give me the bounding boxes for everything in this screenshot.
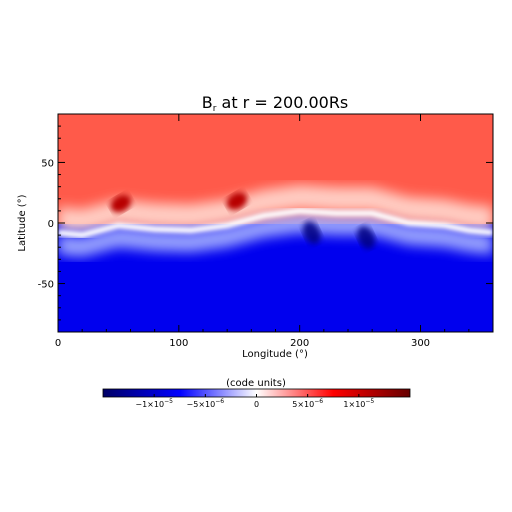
chart-title: Br at r = 200.00Rs (202, 93, 349, 114)
y-axis-label: Latitude (°) (17, 194, 28, 251)
y-axis-ticks: -50 0 50 (38, 125, 493, 321)
north-maximum-patch (110, 194, 132, 213)
plot-area (58, 114, 493, 332)
colorbar-tick-label: −5×10−6 (187, 398, 225, 409)
y-tick-label: -50 (38, 280, 54, 291)
x-tick-label: 200 (290, 338, 309, 349)
colorbar-tick-label: 1×10−5 (343, 398, 374, 409)
south-maximum-patch (357, 226, 375, 249)
y-tick-label: 50 (41, 158, 54, 169)
north-transition-glow (58, 184, 493, 234)
x-tick-label: 300 (411, 338, 430, 349)
neutral-line (58, 207, 493, 239)
colorbar-tick-label: 5×10−6 (292, 398, 323, 409)
extremum-patches (110, 192, 375, 249)
south-maximum-patch (302, 221, 321, 245)
x-axis-label: Longitude (°) (242, 349, 308, 360)
x-tick-label: 100 (169, 338, 188, 349)
south-transition-glow (58, 212, 493, 258)
colorbar-ticks: −1×10−5 −5×10−6 0 5×10−6 1×10−5 (135, 394, 374, 409)
colorbar-label: (code units) (226, 378, 286, 389)
north-maximum-patch (226, 192, 248, 211)
y-tick-label: 0 (48, 219, 54, 230)
colorbar-tick-label: 0 (254, 400, 259, 409)
colorbar-tick-label: −1×10−5 (135, 398, 173, 409)
x-tick-label: 0 (55, 338, 61, 349)
x-axis-ticks: 0 100 200 300 (55, 114, 470, 349)
